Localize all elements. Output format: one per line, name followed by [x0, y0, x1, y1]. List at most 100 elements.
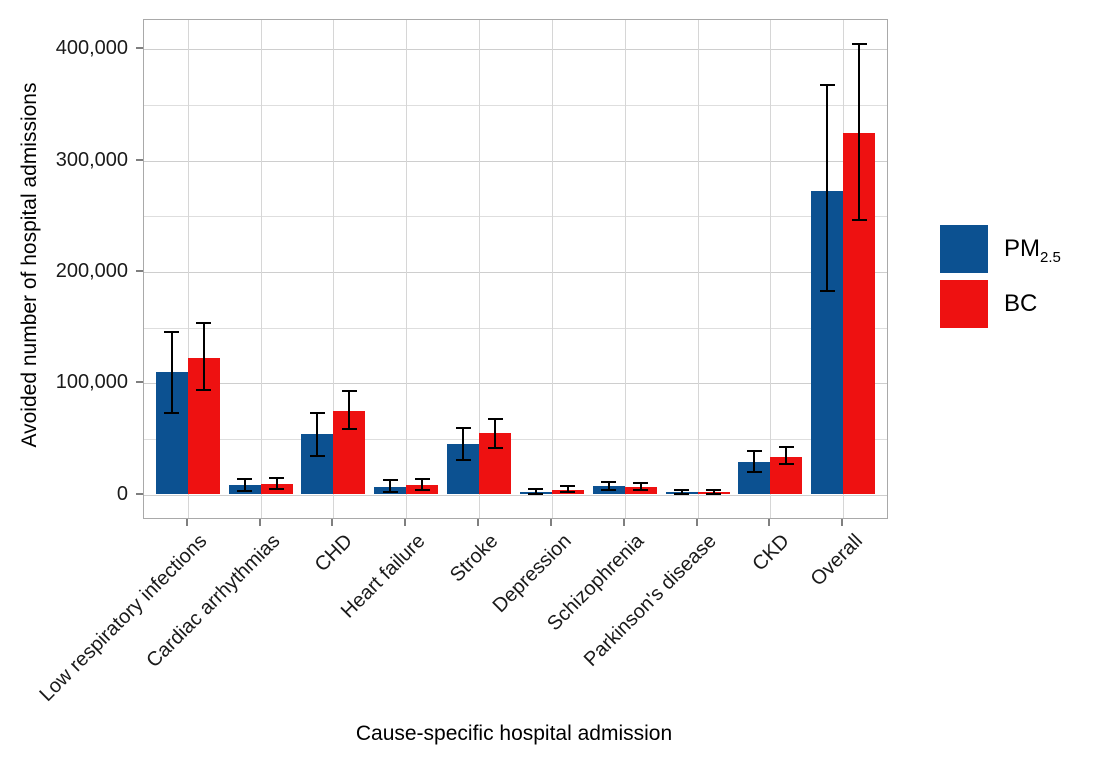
legend-item-bc: BC	[940, 280, 1061, 328]
y-axis-tick	[136, 492, 143, 495]
y-axis-tick	[136, 269, 143, 272]
error-bar-line-pm25-10	[826, 84, 829, 291]
error-bar-cap-bottom-pm25-4	[382, 490, 398, 493]
error-bar-line-bc-1	[202, 323, 205, 391]
gridline-vertical	[551, 20, 553, 518]
error-bar-line-pm25-5	[462, 427, 465, 460]
error-bar-cap-bottom-pm25-2	[237, 489, 253, 492]
x-axis-tick	[841, 519, 844, 526]
error-bar-cap-bottom-bc-6	[560, 491, 576, 494]
plot-panel	[143, 19, 888, 519]
gridline-major	[144, 49, 887, 51]
error-bar-cap-top-bc-8	[706, 488, 722, 491]
error-bar-cap-top-bc-9	[778, 445, 794, 448]
error-bar-cap-top-bc-1	[196, 322, 212, 325]
error-bar-cap-bottom-pm25-5	[455, 458, 471, 461]
y-axis-tick	[136, 47, 143, 50]
error-bar-cap-bottom-pm25-7	[601, 488, 617, 491]
gridline-vertical	[479, 20, 481, 518]
error-bar-line-pm25-1	[170, 332, 173, 414]
error-bar-cap-bottom-bc-9	[778, 463, 794, 466]
error-bar-cap-top-pm25-10	[819, 83, 835, 86]
error-bar-cap-top-bc-7	[633, 482, 649, 485]
y-axis-tick	[136, 381, 143, 384]
legend-label-bc-main: BC	[1004, 290, 1038, 317]
x-axis-tick	[768, 519, 771, 526]
error-bar-cap-top-bc-2	[269, 476, 285, 479]
error-bar-cap-bottom-bc-2	[269, 488, 285, 491]
error-bar-cap-bottom-pm25-8	[674, 493, 690, 496]
error-bar-line-bc-9	[785, 446, 788, 465]
gridline-minor	[144, 216, 887, 218]
x-tick-label: CKD	[748, 530, 795, 576]
gridline-major	[144, 494, 887, 496]
x-axis-tick	[549, 519, 552, 526]
error-bar-line-bc-8	[712, 489, 715, 494]
gridline-vertical	[406, 20, 408, 518]
error-bar-cap-top-pm25-3	[309, 412, 325, 415]
error-bar-cap-top-bc-5	[487, 417, 503, 420]
legend-label-pm25-main: PM	[1004, 235, 1040, 262]
legend-swatch-pm25	[940, 225, 988, 273]
gridline-vertical	[697, 20, 699, 518]
x-axis-tick	[185, 519, 188, 526]
gridline-vertical	[260, 20, 262, 518]
x-axis-tick	[622, 519, 625, 526]
error-bar-line-bc-3	[348, 390, 351, 429]
error-bar-cap-bottom-bc-10	[851, 218, 867, 221]
legend-label-pm25-sub: 2.5	[1040, 248, 1061, 266]
error-bar-cap-bottom-pm25-10	[819, 289, 835, 292]
error-bar-cap-bottom-pm25-1	[164, 412, 180, 415]
error-bar-cap-bottom-bc-4	[414, 489, 430, 492]
legend-item-pm25: PM2.5	[940, 225, 1061, 273]
error-bar-line-pm25-3	[316, 413, 319, 456]
x-tick-label: Parkinson's disease	[580, 530, 722, 671]
error-bar-line-bc-2	[275, 477, 278, 490]
error-bar-cap-top-pm25-2	[237, 478, 253, 481]
x-axis-tick	[331, 519, 334, 526]
x-tick-label: CHD	[310, 530, 357, 577]
gridline-major	[144, 383, 887, 385]
error-bar-cap-bottom-pm25-3	[309, 454, 325, 457]
gridline-major	[144, 160, 887, 162]
gridline-major	[144, 271, 887, 273]
y-tick-label: 200,000	[55, 259, 128, 282]
error-bar-cap-top-pm25-7	[601, 481, 617, 484]
error-bar-line-bc-6	[566, 486, 569, 493]
error-bar-cap-top-pm25-5	[455, 426, 471, 429]
legend-label-bc: BC	[1004, 290, 1037, 318]
x-axis-tick	[695, 519, 698, 526]
y-tick-label: 300,000	[55, 148, 128, 171]
y-axis-tick	[136, 158, 143, 161]
error-bar-cap-top-bc-3	[341, 389, 357, 392]
x-tick-label: Cardiac arrhythmias	[142, 530, 285, 673]
error-bar-cap-bottom-bc-1	[196, 389, 212, 392]
gridline-minor	[144, 327, 887, 329]
error-bar-line-pm25-9	[753, 451, 756, 473]
error-bar-line-pm25-6	[534, 488, 537, 494]
error-bar-cap-bottom-bc-7	[633, 489, 649, 492]
error-bar-cap-top-pm25-4	[382, 479, 398, 482]
error-bar-line-pm25-8	[680, 489, 683, 495]
error-bar-cap-top-bc-4	[414, 477, 430, 480]
x-axis-title: Cause-specific hospital admission	[355, 722, 673, 745]
y-tick-label: 100,000	[55, 371, 128, 394]
x-tick-label: Overall	[806, 530, 867, 591]
error-bar-line-pm25-4	[389, 480, 392, 492]
y-tick-label: 400,000	[55, 37, 128, 60]
legend: PM2.5 BC	[940, 225, 1061, 328]
error-bar-line-bc-10	[858, 43, 861, 220]
error-bar-cap-top-bc-6	[560, 485, 576, 488]
x-axis-tick	[404, 519, 407, 526]
error-bar-cap-top-pm25-1	[164, 331, 180, 333]
x-axis-tick	[258, 519, 261, 526]
error-bar-cap-bottom-bc-5	[487, 446, 503, 449]
legend-label-pm25: PM2.5	[1004, 235, 1061, 266]
gridline-minor	[144, 104, 887, 106]
error-bar-cap-top-bc-10	[851, 42, 867, 45]
gridline-minor	[144, 438, 887, 440]
gridline-vertical	[187, 20, 189, 518]
x-axis-tick	[477, 519, 480, 526]
error-bar-line-pm25-2	[243, 479, 246, 491]
